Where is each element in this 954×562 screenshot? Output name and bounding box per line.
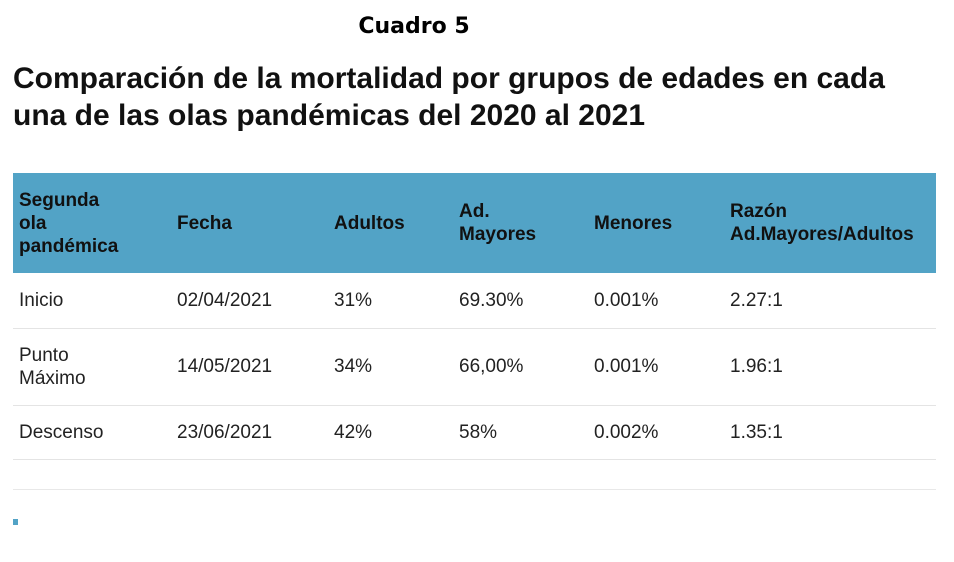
table-cell: Punto Máximo (19, 344, 86, 389)
column-header: Segunda ola pandémica (19, 189, 119, 257)
table-cell: 58% (459, 421, 498, 443)
table-cell: 0.002% (594, 421, 659, 443)
table-cell: 66,00% (459, 356, 524, 377)
table-cell: 1.35:1 (730, 421, 783, 443)
column-header: Menores (594, 212, 673, 234)
figure-label: Cuadro 5 (358, 14, 470, 39)
table-cell: 23/06/2021 (177, 421, 273, 443)
mortality-table: Segunda ola pandémica Fecha Adultos Ad. … (13, 173, 936, 460)
table-cell: 0.001% (594, 356, 659, 377)
table-cell: 14/05/2021 (177, 356, 273, 377)
column-header: Ad. Mayores (459, 201, 537, 245)
column-header: Razón Ad.Mayores/Adultos (730, 201, 914, 245)
column-header: Fecha (177, 212, 232, 234)
table-cell: 02/04/2021 (177, 289, 273, 311)
accent-marker (13, 519, 18, 525)
table-cell: Inicio (19, 289, 64, 311)
table-row: Inicio 02/04/2021 31% 69.30% 0.001% 2.27… (13, 273, 936, 328)
table-row: Descenso 23/06/2021 42% 58% 0.002% 1.35:… (13, 405, 936, 459)
table-cell: 34% (334, 356, 373, 377)
table-row: Punto Máximo 14/05/2021 34% 66,00% 0.001… (13, 328, 936, 405)
table-cell: Descenso (19, 421, 104, 443)
table-cell: 31% (334, 289, 373, 311)
table-cell: 2.27:1 (730, 289, 783, 311)
table-cell: 1.96:1 (730, 356, 783, 377)
page-title: Comparación de la mortalidad por grupos … (13, 62, 885, 132)
divider (13, 489, 936, 490)
table-header-row: Segunda ola pandémica Fecha Adultos Ad. … (13, 173, 936, 273)
table-cell: 0.001% (594, 289, 659, 311)
column-header: Adultos (334, 212, 405, 234)
table-cell: 42% (334, 421, 373, 443)
table-cell: 69.30% (459, 289, 524, 311)
